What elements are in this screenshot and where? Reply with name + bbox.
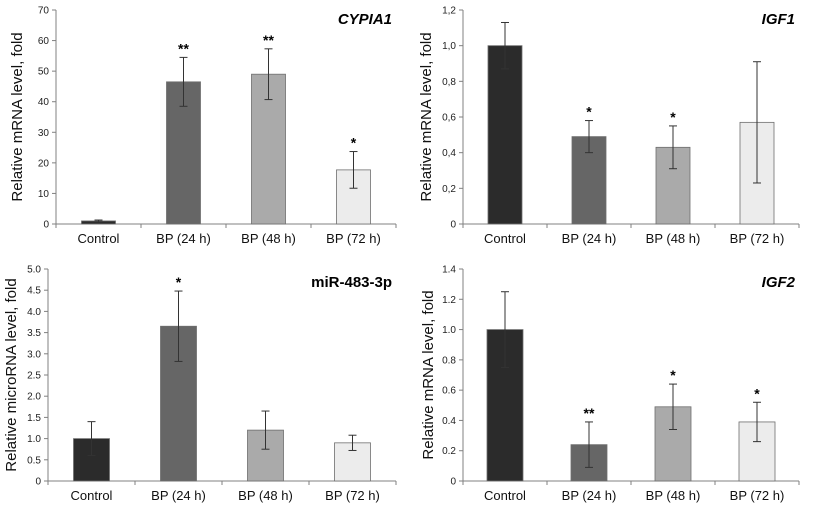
y-tick-label: 20 (38, 158, 50, 169)
y-axis-title: Relative mRNA level, fold (420, 290, 437, 459)
x-category-label: BP (48 h) (241, 231, 296, 246)
bar-control (73, 438, 110, 482)
chart-title: IGF2 (762, 274, 796, 291)
y-tick-label: 0.8 (442, 355, 456, 366)
y-tick-label: 1,0 (442, 41, 456, 52)
significance-marker: * (351, 135, 357, 151)
y-tick-label: 50 (38, 67, 50, 78)
significance-marker: * (176, 274, 182, 290)
y-axis-title: Relative microRNA level, fold (3, 278, 20, 471)
y-tick-label: 5.0 (27, 265, 41, 276)
y-tick-label: 0.5 (27, 455, 41, 466)
significance-marker: * (586, 104, 592, 120)
significance-marker: ** (263, 32, 274, 48)
x-category-label: Control (484, 488, 526, 503)
y-tick-label: 1,2 (442, 6, 456, 17)
y-tick-label: 30 (38, 128, 50, 139)
y-tick-label: 60 (38, 36, 50, 47)
y-tick-label: 10 (38, 189, 50, 200)
y-tick-label: 0 (35, 477, 41, 488)
y-tick-label: 70 (38, 6, 50, 17)
y-tick-label: 0,8 (442, 77, 456, 88)
x-category-label: Control (78, 231, 120, 246)
y-axis-title: Relative mRNA level, fold (418, 32, 435, 201)
x-category-label: BP (48 h) (646, 488, 701, 503)
significance-marker: ** (584, 405, 595, 421)
y-tick-label: 0.6 (442, 386, 456, 397)
x-category-label: BP (72 h) (730, 231, 785, 246)
x-category-label: BP (24 h) (156, 231, 211, 246)
y-tick-label: 0 (450, 477, 456, 488)
y-tick-label: 0.2 (442, 446, 456, 457)
x-category-label: BP (72 h) (730, 488, 785, 503)
y-tick-label: 1.4 (442, 265, 456, 276)
y-tick-label: 3.0 (27, 349, 41, 360)
y-tick-label: 1.0 (27, 434, 41, 445)
y-tick-label: 3.5 (27, 328, 41, 339)
x-category-label: BP (48 h) (238, 488, 293, 503)
x-category-label: Control (71, 488, 113, 503)
y-tick-label: 40 (38, 97, 50, 108)
chart-panel-3: 0 0.5 1.0 1.5 2.0 2.5 3.0 3.5 4.0 4.5 5.0 Control * B… (3, 265, 397, 503)
y-tick-label: 0.4 (442, 416, 456, 427)
x-category-label: BP (24 h) (151, 488, 206, 503)
chart-title: miR-483-3p (311, 274, 392, 291)
y-tick-label: 2.5 (27, 371, 41, 382)
y-tick-label: 0,2 (442, 184, 456, 195)
x-category-label: BP (72 h) (325, 488, 380, 503)
x-category-label: BP (24 h) (562, 488, 617, 503)
significance-marker: * (670, 367, 676, 383)
x-category-label: BP (72 h) (326, 231, 381, 246)
y-tick-label: 0 (450, 220, 456, 231)
significance-marker: * (754, 385, 760, 401)
y-tick-label: 2.0 (27, 392, 41, 403)
chart-panel-1: 0 10 20 30 40 50 60 70 Control ** BP (24 h) ** BP (4… (9, 6, 397, 246)
y-tick-label: 1.2 (442, 295, 456, 306)
significance-marker: ** (178, 40, 189, 56)
x-category-label: BP (24 h) (562, 231, 617, 246)
bar-control (487, 45, 523, 225)
y-tick-label: 0,4 (442, 148, 456, 159)
y-tick-label: 4.0 (27, 307, 41, 318)
chart-title: IGF1 (762, 11, 795, 28)
chart-panel-2: 0 0,2 0,4 0,6 0,8 1,0 1,2 Control * BP (24 h) * BP … (418, 6, 800, 246)
x-category-label: Control (484, 231, 526, 246)
significance-marker: * (670, 109, 676, 125)
chart-title: CYPIA1 (338, 11, 392, 28)
y-tick-label: 1.5 (27, 413, 41, 424)
y-axis-title: Relative mRNA level, fold (9, 32, 26, 201)
x-category-label: BP (48 h) (646, 231, 701, 246)
bar-bp-72-h (738, 421, 776, 482)
y-tick-label: 4.5 (27, 286, 41, 297)
y-tick-label: 0 (43, 220, 49, 231)
y-tick-label: 0,6 (442, 113, 456, 124)
y-tick-label: 1.0 (442, 325, 456, 336)
